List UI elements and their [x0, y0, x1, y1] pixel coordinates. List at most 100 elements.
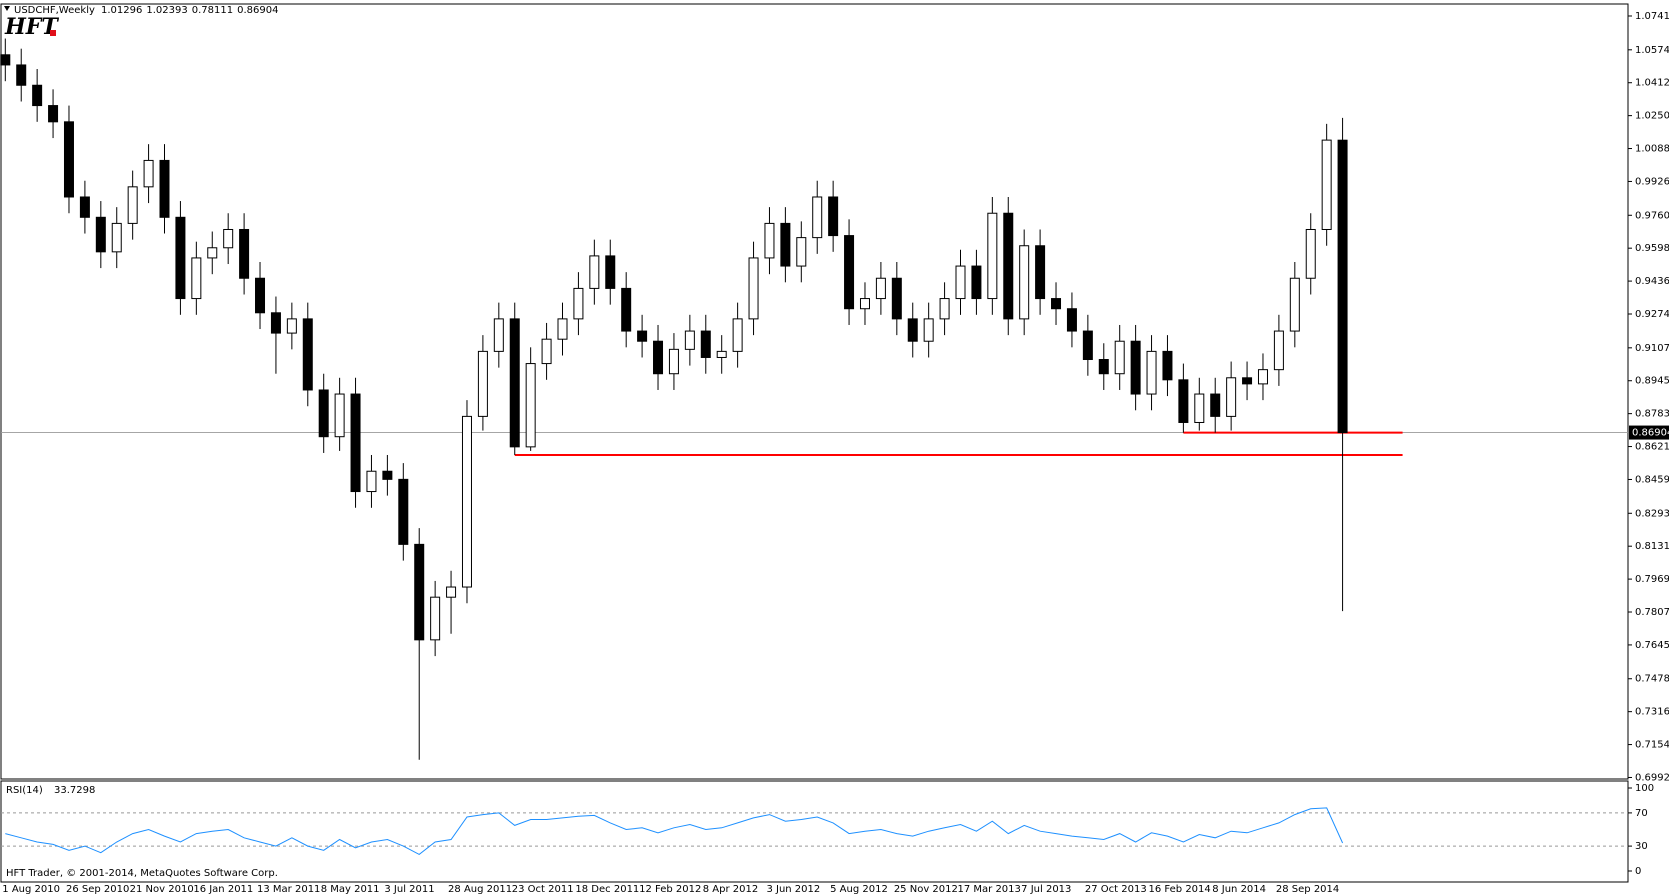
menu-arrow [4, 6, 10, 11]
rsi-tick-label: 70 [1635, 808, 1648, 819]
rsi-label: RSI(14) [6, 785, 43, 796]
candle-body [1098, 359, 1109, 375]
y-tick-label: 1.02505 [1635, 111, 1669, 122]
rsi-tick-label: 100 [1635, 783, 1654, 794]
candle-body [828, 196, 839, 237]
logo: HFT [4, 14, 59, 40]
x-tick-label: 7 Jul 2013 [1021, 884, 1071, 895]
copyright: HFT Trader, © 2001-2014, MetaQuotes Soft… [6, 868, 278, 879]
candle-body [541, 338, 552, 365]
x-tick-label: 12 Feb 2012 [639, 884, 701, 895]
y-tick-label: 1.04125 [1635, 78, 1669, 89]
candle-body [764, 222, 775, 259]
candle-body [1194, 393, 1205, 423]
candle-body [366, 470, 377, 493]
candle-body [1337, 139, 1348, 434]
candle-body [923, 318, 934, 342]
x-tick-label: 28 Aug 2011 [448, 884, 512, 895]
candle-body [589, 255, 600, 289]
candle-body [1273, 330, 1284, 371]
candle-body [95, 216, 106, 253]
candle-body [621, 287, 632, 332]
y-tick-label: 0.74785 [1635, 674, 1669, 685]
candle-body [875, 277, 886, 300]
candle-body [653, 340, 664, 375]
x-tick-label: 27 Oct 2013 [1085, 884, 1147, 895]
candle-body [684, 330, 695, 350]
ohlc-value: 1.01296 [101, 5, 142, 16]
candle-body [525, 363, 536, 448]
x-tick-label: 23 Oct 2011 [512, 884, 574, 895]
candle-body [780, 222, 791, 267]
candle-body [63, 121, 74, 198]
candle-body [175, 216, 186, 300]
y-tick-label: 0.91075 [1635, 343, 1669, 354]
y-tick-label: 1.07410 [1635, 11, 1669, 22]
candle-body [716, 350, 727, 358]
candle-body [1226, 377, 1237, 417]
candle-body [732, 318, 743, 352]
candle-body [223, 228, 234, 249]
candle-body [79, 196, 90, 218]
x-tick-label: 16 Jan 2011 [193, 884, 253, 895]
candle-body [1210, 393, 1221, 417]
candle-body [239, 228, 250, 279]
x-tick-label: 13 Mar 2011 [257, 884, 320, 895]
x-tick-label: 8 Apr 2012 [703, 884, 758, 895]
candle-body [971, 265, 982, 300]
y-tick-label: 0.99265 [1635, 176, 1669, 187]
y-tick-label: 0.71545 [1635, 740, 1669, 751]
candle-body [1305, 228, 1316, 279]
rsi-tick-label: 0 [1635, 866, 1641, 877]
chart-title: USDCHF,Weekly [14, 5, 95, 16]
candle-body [557, 318, 568, 340]
x-tick-label: 21 Nov 2010 [130, 884, 194, 895]
y-tick-label: 1.05745 [1635, 45, 1669, 56]
rsi-last-value: 33.7298 [54, 785, 95, 796]
candle-body [859, 298, 870, 310]
x-tick-label: 8 Jun 2014 [1212, 884, 1266, 895]
candle-body [812, 196, 823, 239]
candle-body [382, 470, 393, 480]
candle-body [748, 257, 759, 320]
candle-body [334, 393, 345, 438]
y-tick-label: 0.84595 [1635, 474, 1669, 485]
y-tick-label: 0.73165 [1635, 707, 1669, 718]
candle-body [509, 318, 520, 448]
x-tick-label: 3 Jun 2012 [766, 884, 820, 895]
candle-body [939, 298, 950, 320]
x-tick-label: 17 Mar 2013 [958, 884, 1021, 895]
x-tick-label: 1 Aug 2010 [2, 884, 60, 895]
candle-body [987, 212, 998, 300]
candle-body [430, 596, 441, 641]
candle-body [350, 393, 361, 493]
candle-body [796, 237, 807, 267]
candle-body [0, 54, 11, 66]
logo-dot [50, 30, 56, 36]
candle-body [1003, 212, 1014, 320]
candle-body [955, 265, 966, 300]
candle-body [286, 318, 297, 334]
candle-body [573, 287, 584, 320]
x-tick-label: 16 Feb 2014 [1149, 884, 1211, 895]
x-tick-label: 8 May 2011 [321, 884, 380, 895]
rsi-tick-label: 30 [1635, 841, 1648, 852]
candle-body [1066, 308, 1077, 332]
candle-body [1146, 350, 1157, 395]
x-tick-label: 18 Dec 2011 [575, 884, 639, 895]
candle-body [1242, 377, 1253, 385]
candle-body [1082, 330, 1093, 361]
candle-body [605, 255, 616, 289]
candle-body [1289, 277, 1300, 332]
x-tick-label: 28 Sep 2014 [1276, 884, 1339, 895]
candle-body [207, 247, 218, 259]
y-tick-label: 0.86215 [1635, 442, 1669, 453]
candle-body [477, 350, 488, 417]
candle-body [111, 222, 122, 253]
candle-body [1051, 298, 1062, 310]
